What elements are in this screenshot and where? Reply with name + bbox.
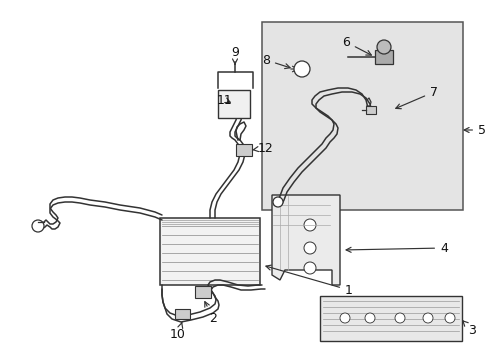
Text: 6: 6 xyxy=(342,36,370,55)
Text: 8: 8 xyxy=(262,54,289,69)
Circle shape xyxy=(422,313,432,323)
Circle shape xyxy=(444,313,454,323)
Text: 2: 2 xyxy=(204,302,217,324)
Text: 10: 10 xyxy=(170,323,185,342)
Circle shape xyxy=(376,40,390,54)
Bar xyxy=(236,144,251,156)
Circle shape xyxy=(304,262,315,274)
Bar xyxy=(319,296,461,341)
Bar xyxy=(262,22,462,210)
Text: 5: 5 xyxy=(463,123,485,136)
Text: 12: 12 xyxy=(252,141,273,154)
Circle shape xyxy=(272,197,283,207)
Bar xyxy=(218,90,249,118)
Bar xyxy=(195,286,210,298)
Circle shape xyxy=(364,313,374,323)
Text: 9: 9 xyxy=(231,45,239,64)
Circle shape xyxy=(304,219,315,231)
Circle shape xyxy=(304,242,315,254)
Text: 7: 7 xyxy=(395,86,437,109)
Bar xyxy=(365,106,375,114)
Circle shape xyxy=(293,61,309,77)
Bar xyxy=(175,309,190,319)
Text: 1: 1 xyxy=(265,265,352,297)
Circle shape xyxy=(32,220,44,232)
Text: 3: 3 xyxy=(462,321,475,337)
Text: 4: 4 xyxy=(346,242,447,255)
Circle shape xyxy=(339,313,349,323)
Bar xyxy=(374,50,392,64)
Circle shape xyxy=(394,313,404,323)
Polygon shape xyxy=(271,195,339,285)
Bar xyxy=(160,218,260,285)
Text: 11: 11 xyxy=(217,94,232,107)
